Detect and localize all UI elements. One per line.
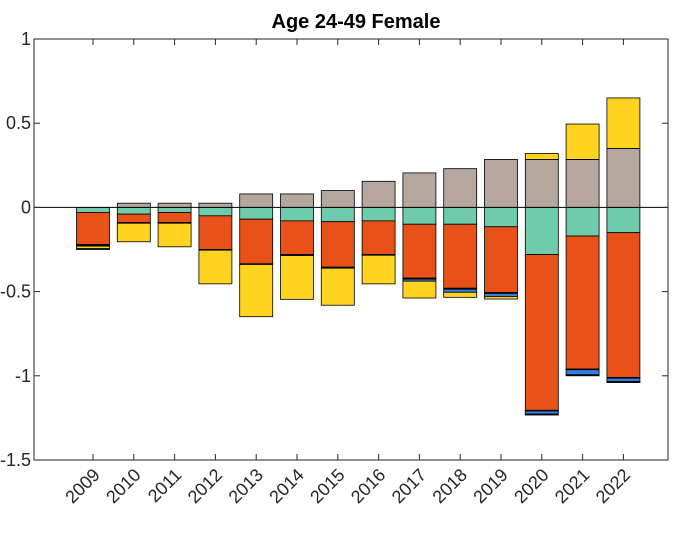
- x-tick-label-2021: 2021: [551, 465, 593, 507]
- bar-segment-2014-s0: [280, 193, 314, 208]
- bar-segment-2015-s3: [320, 221, 355, 268]
- bar-segment-2019-s6: [484, 296, 518, 300]
- plot-area-frame: [33, 38, 669, 461]
- bar-segment-2020-s7: [524, 413, 559, 416]
- bar-segment-2022-s3: [606, 232, 641, 378]
- bar-segment-2010-s3: [116, 213, 151, 223]
- bar-segment-2017-s2: [402, 206, 437, 225]
- bar-segment-2019-s0: [484, 159, 518, 208]
- x-tick-label-2016: 2016: [347, 465, 389, 507]
- y-tick-label: 1: [21, 29, 31, 49]
- x-tick-label-2022: 2022: [592, 465, 634, 507]
- bar-segment-2022-s2: [606, 206, 641, 234]
- bar-segment-2017-s6: [402, 280, 437, 299]
- bar-segment-2021-s1: [565, 123, 600, 160]
- x-tick-label-2017: 2017: [388, 465, 430, 507]
- bars-layer: [76, 97, 641, 416]
- bar-segment-2020-s2: [524, 206, 559, 255]
- bar-segment-2014-s3: [280, 220, 314, 255]
- bar-segment-2013-s0: [239, 193, 274, 208]
- bar-segment-2020-s0: [524, 159, 559, 208]
- bar-segment-2015-s0: [320, 190, 355, 208]
- bar-segment-2017-s3: [402, 223, 437, 279]
- bar-segment-2021-s2: [565, 206, 600, 237]
- y-tick-label: 0.5: [6, 113, 31, 133]
- bar-segment-2012-s6: [198, 249, 233, 285]
- bar-segment-2011-s2: [157, 206, 192, 213]
- x-tick-label-2010: 2010: [102, 465, 144, 507]
- bar-segment-2010-s0: [116, 202, 151, 208]
- bar-segment-2010-s2: [116, 206, 151, 215]
- x-tick-label-2009: 2009: [61, 465, 103, 507]
- x-tick-label-2019: 2019: [469, 465, 511, 507]
- bar-segment-2016-s0: [361, 180, 396, 208]
- bar-segment-2011-s6: [157, 222, 192, 248]
- bar-segment-2016-s2: [361, 206, 396, 222]
- bar-segment-2018-s5: [443, 288, 478, 293]
- bar-segment-2016-s6: [361, 254, 396, 285]
- x-tick-label-2020: 2020: [510, 465, 552, 507]
- bar-segment-2021-s5: [565, 369, 600, 376]
- x-tick-label-2015: 2015: [306, 465, 348, 507]
- bar-segment-2009-s2: [76, 206, 110, 213]
- bar-segment-2021-s0: [565, 159, 600, 208]
- x-tick-label-2013: 2013: [225, 465, 267, 507]
- bar-segment-2014-s2: [280, 206, 314, 222]
- bar-segment-2018-s0: [443, 168, 478, 208]
- bar-segment-2020-s1: [524, 153, 559, 160]
- bar-segment-2014-s6: [280, 255, 314, 300]
- bar-segment-2015-s6: [320, 267, 355, 306]
- bar-segment-2009-s3: [76, 212, 110, 245]
- bar-segment-2022-s1: [606, 97, 641, 149]
- bar-segment-2022-s7: [606, 381, 641, 383]
- bar-segment-2019-s3: [484, 226, 518, 293]
- bar-segment-2021-s7: [565, 374, 600, 377]
- bar-segment-2022-s0: [606, 148, 641, 208]
- x-tick-label-2014: 2014: [265, 465, 307, 507]
- bar-segment-2022-s5: [606, 377, 641, 382]
- bar-segment-2012-s3: [198, 215, 233, 250]
- bar-segment-2016-s3: [361, 220, 396, 255]
- bar-segment-2013-s6: [239, 264, 274, 318]
- y-tick-label: -1: [15, 366, 31, 386]
- bar-segment-2019-s5: [484, 293, 518, 297]
- bar-segment-2012-s2: [198, 206, 233, 217]
- bar-segment-2011-s0: [157, 202, 192, 208]
- bar-segment-2018-s2: [443, 206, 478, 225]
- bar-segment-2013-s3: [239, 218, 274, 265]
- bar-segment-2020-s3: [524, 254, 559, 411]
- bar-segment-2018-s3: [443, 223, 478, 289]
- x-tick-label-2011: 2011: [144, 465, 186, 507]
- bar-segment-2018-s6: [443, 291, 478, 298]
- y-tick-label: -1.5: [0, 450, 31, 470]
- bar-segment-2010-s6: [116, 222, 151, 243]
- bar-segment-2011-s3: [157, 212, 192, 223]
- bar-segment-2021-s3: [565, 235, 600, 370]
- bar-segment-2020-s5: [524, 410, 559, 415]
- y-tick-label: -0.5: [0, 282, 31, 302]
- x-tick-label-2018: 2018: [429, 465, 471, 507]
- bar-segment-2013-s2: [239, 206, 274, 220]
- bar-segment-2019-s2: [484, 206, 518, 228]
- x-tick-label-2012: 2012: [184, 465, 226, 507]
- chart-title: Age 24-49 Female: [272, 11, 441, 33]
- bar-segment-2009-s7: [76, 248, 110, 250]
- bar-segment-2012-s0: [198, 202, 233, 208]
- bar-segment-2017-s0: [402, 172, 437, 208]
- y-tick-label: 0: [21, 197, 31, 217]
- bar-segment-2015-s2: [320, 206, 355, 223]
